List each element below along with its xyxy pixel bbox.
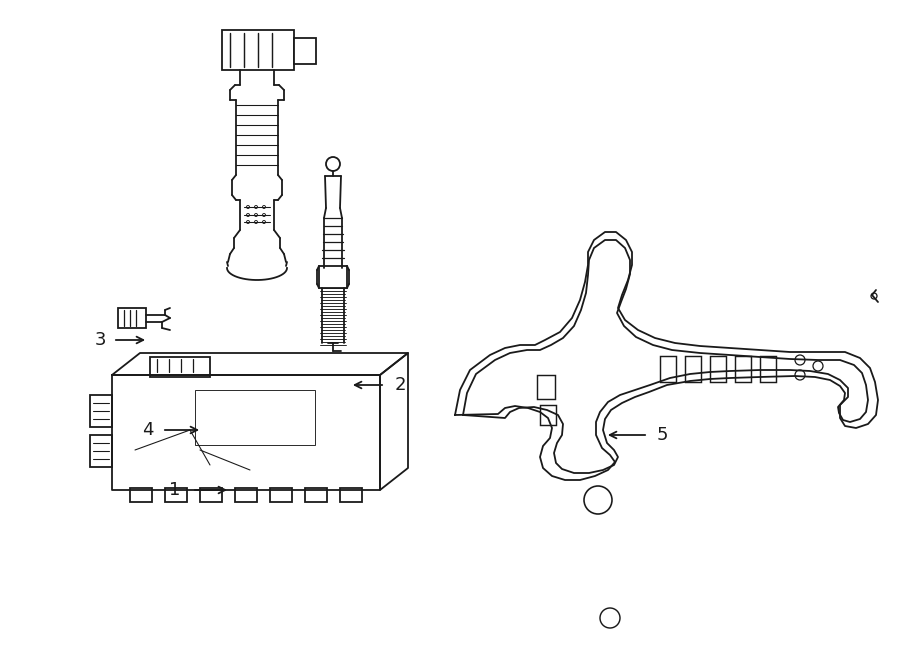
Text: 3: 3 — [94, 331, 106, 349]
Bar — [710, 356, 726, 382]
Bar — [165, 488, 187, 502]
Bar — [200, 488, 222, 502]
Bar — [537, 375, 555, 399]
Bar — [270, 488, 292, 502]
Text: 2: 2 — [394, 376, 406, 394]
Bar — [735, 356, 751, 382]
Text: 4: 4 — [142, 421, 154, 439]
Bar — [90, 435, 112, 467]
Bar — [294, 38, 316, 64]
Text: 5: 5 — [656, 426, 668, 444]
Bar — [340, 488, 362, 502]
Bar — [130, 488, 152, 502]
Text: 1: 1 — [169, 481, 181, 499]
Bar — [305, 488, 327, 502]
Bar — [760, 356, 776, 382]
Bar — [235, 488, 257, 502]
Bar — [195, 390, 315, 445]
Bar — [150, 357, 210, 377]
Bar — [90, 395, 112, 427]
Bar — [685, 356, 701, 382]
Bar — [118, 308, 146, 328]
Bar — [222, 30, 294, 70]
Bar — [660, 356, 676, 382]
Bar — [540, 405, 556, 425]
